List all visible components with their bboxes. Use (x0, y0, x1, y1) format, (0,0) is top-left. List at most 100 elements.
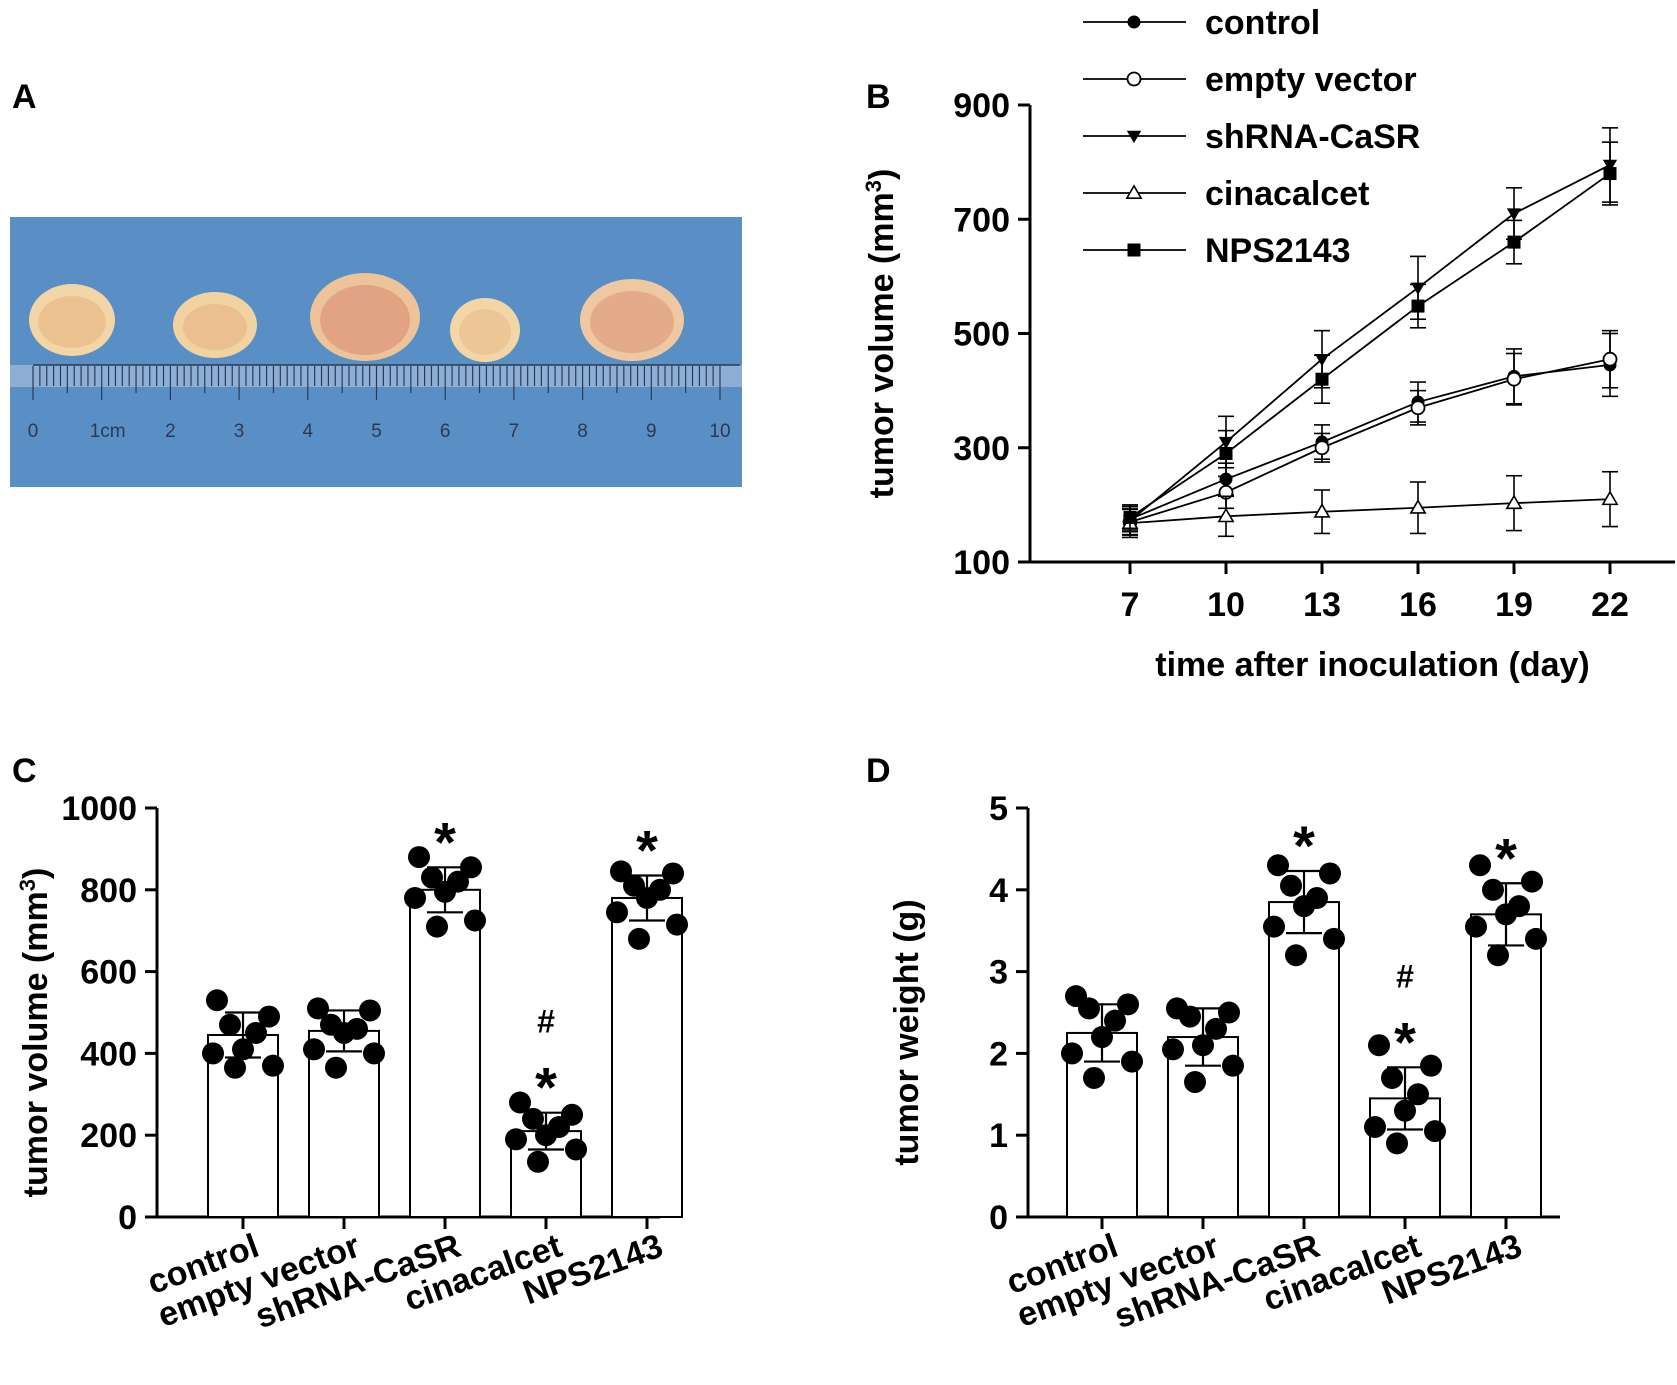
y-tick-label: 2 (989, 1035, 1008, 1073)
tumor-specimen-shade (459, 309, 511, 355)
data-point (1263, 915, 1285, 938)
data-point (1061, 1042, 1083, 1065)
data-point (1117, 993, 1139, 1016)
data-point (505, 1128, 527, 1151)
tumor-specimens (29, 273, 684, 362)
bar (611, 896, 683, 1218)
data-point (325, 1056, 347, 1079)
data-point (1162, 1038, 1184, 1061)
data-point (1487, 944, 1509, 967)
filled-square-marker (1219, 446, 1233, 460)
legend: control empty vector shRNA-CaSR cinacalcet N… (1083, 4, 1420, 270)
data-point (1222, 1054, 1244, 1077)
x-tick-label: 10 (1207, 586, 1245, 624)
tumor-specimen-shade (590, 291, 674, 353)
significance-star: * (535, 1056, 557, 1119)
open-triangle-up-marker (1601, 490, 1619, 506)
series-line (1129, 172, 1611, 519)
series-line (1129, 498, 1611, 525)
data-point (426, 915, 448, 938)
data-point (1280, 874, 1302, 897)
x-tick-label: 19 (1495, 586, 1533, 624)
x-axis-label: time after inoculation (day) (1155, 646, 1590, 684)
y-tick-label: 800 (80, 872, 137, 910)
filled-square-marker (1411, 299, 1425, 313)
data-point (404, 886, 426, 909)
data-point (1267, 854, 1289, 877)
open-circle-marker (1410, 400, 1426, 416)
x-tick-label: 22 (1591, 586, 1629, 624)
data-point (509, 1091, 531, 1114)
data-point (606, 901, 628, 924)
open-circle-marker (1314, 440, 1330, 456)
data-point (460, 856, 482, 879)
legend-label: cinacalcet (1205, 175, 1369, 213)
data-point (628, 927, 650, 950)
x-tick-label: 16 (1399, 586, 1437, 624)
y-tick-label: 900 (953, 87, 1010, 125)
y-tick-label: 300 (953, 430, 1010, 468)
data-point (1469, 854, 1491, 877)
tumor-photo: 0 1cm 2 3 4 5 6 7 8 9 10 (10, 217, 742, 487)
significance-star: * (1495, 826, 1517, 889)
ruler-label: 2 (165, 421, 176, 442)
panel-letter-c: C (12, 752, 37, 790)
filled-square-marker (1127, 243, 1141, 257)
ruler: 0 1cm 2 3 4 5 6 7 8 9 10 (10, 364, 742, 442)
bar (1470, 913, 1542, 1219)
tumor-specimen-shade (320, 285, 410, 355)
data-point (262, 1054, 284, 1077)
ruler-label: 3 (234, 421, 245, 442)
bar-group-control: control (142, 989, 284, 1302)
data-point (464, 909, 486, 932)
legend-label: control (1205, 4, 1320, 42)
data-point (1424, 1120, 1446, 1143)
ruler-label: 7 (509, 421, 520, 442)
y-tick-label: 700 (953, 201, 1010, 239)
significance-hash: # (1396, 958, 1414, 994)
series-line (1129, 364, 1611, 520)
panel-letter-b: B (866, 78, 891, 116)
filled-square-marker (1507, 235, 1521, 249)
y-tick-label: 1000 (61, 790, 137, 828)
ruler-label: 1cm (90, 421, 126, 442)
data-point (662, 862, 684, 885)
data-point (1121, 1050, 1143, 1073)
ruler-label: 6 (440, 421, 451, 442)
tumor-specimen-shade (183, 304, 247, 350)
data-point (224, 1056, 246, 1079)
open-triangle-up-marker (1313, 502, 1331, 518)
bar-group-control: control (1001, 985, 1143, 1302)
series-line (1129, 358, 1611, 523)
data-point (1083, 1066, 1105, 1089)
data-point (1407, 1083, 1429, 1106)
y-axis-label: tumor volume (mm3) (15, 868, 55, 1198)
data-point (1364, 1116, 1386, 1139)
data-point (527, 1150, 549, 1173)
significance-star: * (1293, 814, 1315, 877)
significance-star: * (434, 810, 456, 873)
filled-triangle-down-marker (1506, 208, 1522, 221)
x-tick-label: 7 (1121, 586, 1140, 624)
panel-letter-d: D (866, 752, 891, 790)
data-point (1319, 862, 1341, 885)
panel-letter-a: A (12, 78, 37, 116)
y-tick-label: 100 (953, 544, 1010, 582)
data-point (565, 1138, 587, 1161)
data-point (245, 1021, 267, 1044)
data-point (1078, 997, 1100, 1020)
data-point (303, 1038, 325, 1061)
data-point (408, 846, 430, 869)
data-point (1420, 1054, 1442, 1077)
data-point (1465, 915, 1487, 938)
bar (409, 888, 481, 1218)
significance-hash: # (537, 1004, 555, 1040)
data-point (202, 1042, 224, 1065)
data-point (307, 997, 329, 1020)
ruler-label: 9 (646, 421, 657, 442)
ruler-label: 10 (709, 421, 730, 442)
filled-square-marker (1603, 167, 1617, 181)
data-point (421, 866, 443, 889)
